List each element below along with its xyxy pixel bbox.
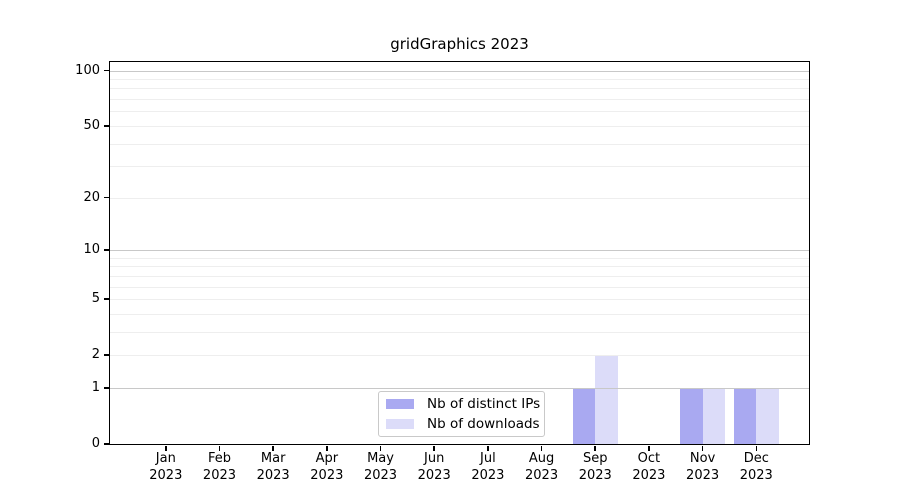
minor-gridline	[110, 197, 809, 199]
minor-gridline	[110, 99, 809, 101]
minor-gridline	[110, 331, 809, 333]
y-tick	[104, 125, 109, 127]
legend-label-distinct-ips: Nb of distinct IPs	[427, 395, 541, 412]
x-tick-label: Aug 2023	[525, 451, 559, 483]
y-tick-label: 100	[75, 62, 100, 78]
x-tick	[379, 445, 382, 451]
bar-dec-s1	[756, 387, 779, 444]
bar-sep-s0	[572, 387, 596, 444]
legend-item-distinct-ips: Nb of distinct IPs	[386, 396, 540, 413]
x-tick	[594, 445, 596, 451]
y-tick	[104, 298, 109, 300]
minor-gridline	[110, 79, 809, 81]
x-tick	[648, 445, 650, 451]
x-tick-label: Sep 2023	[578, 451, 612, 483]
x-tick-label: Jan 2023	[149, 451, 183, 483]
minor-gridline	[110, 313, 809, 315]
bar-dec-s0	[733, 387, 757, 444]
x-tick-label: Nov 2023	[686, 451, 720, 483]
minor-gridline	[110, 111, 809, 113]
y-tick	[104, 69, 109, 72]
y-tick-label: 5	[91, 291, 100, 307]
x-tick	[165, 445, 167, 451]
y-tick	[104, 196, 109, 199]
x-tick-label: Apr 2023	[310, 451, 344, 483]
minor-gridline	[110, 88, 809, 90]
legend-label-downloads: Nb of downloads	[427, 415, 540, 432]
minor-gridline	[110, 355, 809, 357]
legend: Nb of distinct IPs Nb of downloads	[378, 391, 545, 437]
chart-title: gridGraphics 2023	[390, 35, 529, 53]
y-tick-label: 20	[83, 189, 100, 205]
legend-item-downloads: Nb of downloads	[386, 416, 540, 433]
y-tick	[104, 249, 109, 251]
minor-gridline	[110, 275, 809, 277]
x-tick	[540, 445, 543, 451]
minor-gridline	[110, 286, 809, 288]
x-tick-label: Mar 2023	[256, 451, 290, 483]
x-tick-label: Oct 2023	[632, 451, 666, 483]
x-tick	[755, 445, 758, 451]
y-tick-label: 10	[83, 241, 100, 257]
minor-gridline	[110, 166, 809, 168]
x-tick-label: Jul 2023	[471, 451, 505, 483]
minor-gridline	[110, 125, 809, 127]
bar-sep-s1	[595, 355, 618, 444]
x-tick	[433, 445, 435, 451]
minor-gridline	[110, 257, 809, 259]
x-tick	[272, 445, 274, 451]
y-tick	[104, 354, 109, 356]
y-tick-label: 50	[83, 117, 100, 133]
minor-gridline	[110, 143, 809, 145]
x-tick-label: Jun 2023	[417, 451, 451, 483]
major-gridline	[110, 387, 809, 389]
y-tick-label: 2	[91, 347, 100, 363]
bar-nov-s1	[702, 387, 725, 444]
minor-gridline	[110, 266, 809, 268]
y-tick-label: 0	[91, 436, 100, 451]
legend-swatch-distinct-ips	[386, 399, 414, 409]
x-tick	[218, 445, 221, 451]
x-tick-label: Dec 2023	[739, 451, 773, 483]
major-gridline	[110, 249, 809, 251]
x-tick	[326, 445, 328, 451]
bar-nov-s0	[680, 387, 703, 444]
x-tick-label: Feb 2023	[202, 451, 237, 483]
y-tick	[104, 443, 109, 445]
x-tick	[487, 445, 489, 451]
x-tick	[701, 445, 704, 451]
x-tick-label: May 2023	[363, 451, 398, 483]
y-tick	[104, 387, 109, 389]
y-tick-label: 1	[91, 379, 100, 395]
legend-swatch-downloads	[386, 419, 414, 429]
major-gridline	[110, 70, 809, 72]
minor-gridline	[110, 299, 809, 301]
